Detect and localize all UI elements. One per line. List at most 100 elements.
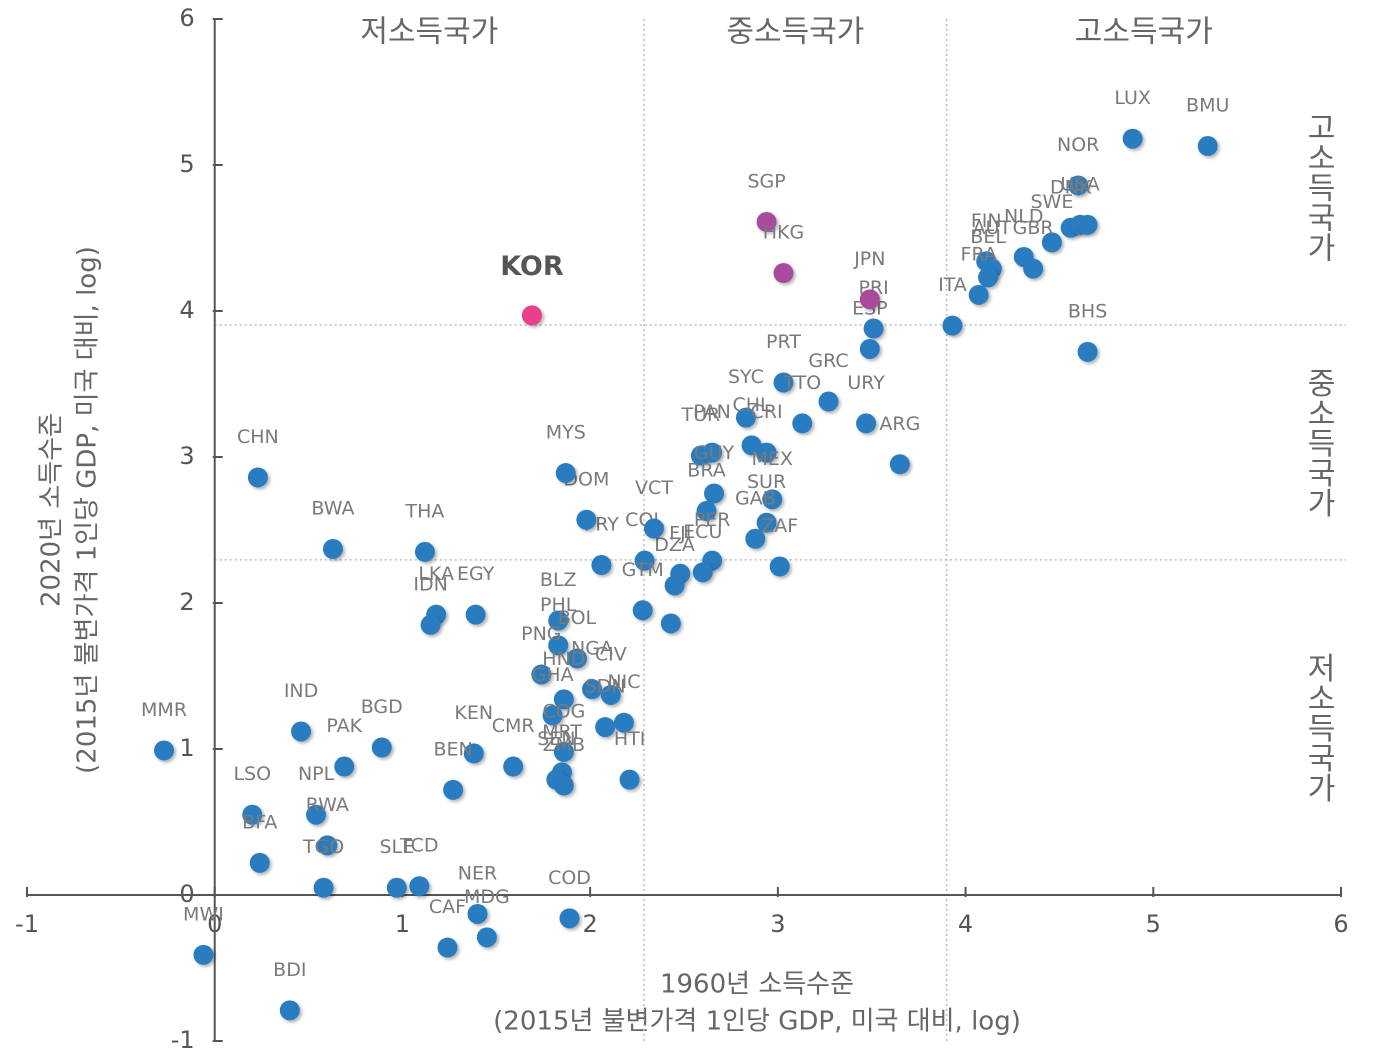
point-label: BEL xyxy=(970,226,1006,248)
point xyxy=(745,528,766,549)
point-label: SWE xyxy=(1030,191,1073,213)
point-label: CHL xyxy=(733,394,772,416)
point-label: PNG xyxy=(521,623,561,645)
point xyxy=(371,737,392,758)
point-label: MYS xyxy=(546,422,586,444)
point xyxy=(443,779,464,800)
point xyxy=(582,679,603,700)
point xyxy=(859,289,880,310)
point-label: GRC xyxy=(808,350,848,372)
point-label: AUT xyxy=(973,217,1012,239)
point-label: THA xyxy=(405,500,445,522)
point xyxy=(1077,341,1098,362)
point xyxy=(1041,232,1062,253)
point-label: HTI xyxy=(614,728,646,750)
y-tick-label: 5 xyxy=(179,150,194,178)
point-label: DNK xyxy=(1050,176,1092,198)
zone-label: 고소득국가 xyxy=(1301,112,1336,262)
point-label: ARG xyxy=(879,413,920,435)
point-label: PRT xyxy=(766,331,801,353)
point xyxy=(773,263,794,284)
point-label: ECU xyxy=(683,521,722,543)
point xyxy=(322,538,343,559)
point xyxy=(193,944,214,965)
point-label: COD xyxy=(548,867,591,889)
x-tick-label: 2 xyxy=(583,910,598,938)
point-label: TTO xyxy=(782,372,821,394)
point xyxy=(664,575,685,596)
point xyxy=(531,664,552,685)
x-axis-title: 1960년 소득수준 xyxy=(660,970,854,1000)
point xyxy=(792,413,813,434)
point xyxy=(859,338,880,359)
point xyxy=(756,442,777,463)
point-label: KOR xyxy=(500,251,564,282)
point-label: TUR xyxy=(681,404,721,426)
point xyxy=(595,717,616,738)
point xyxy=(249,852,270,873)
point-label: ITA xyxy=(938,274,967,296)
point-label: MDG xyxy=(464,886,510,908)
point-label: NOR xyxy=(1057,134,1099,156)
point-label: RWA xyxy=(306,794,349,816)
point xyxy=(978,267,999,288)
point xyxy=(756,211,777,232)
point xyxy=(968,284,989,305)
y-tick-label: -1 xyxy=(171,1026,195,1053)
point xyxy=(334,756,355,777)
point-label: NPL xyxy=(298,763,335,785)
point-label: BFA xyxy=(242,811,277,833)
point-label: GUY xyxy=(694,442,735,464)
point xyxy=(818,391,839,412)
point xyxy=(1068,175,1089,196)
point xyxy=(555,463,576,484)
point-label: PAK xyxy=(326,715,362,737)
point-label: ZAF xyxy=(761,515,798,537)
point-label: GHA xyxy=(532,664,574,686)
point xyxy=(576,509,597,530)
point xyxy=(619,769,640,790)
point xyxy=(503,756,524,777)
zone-label: 저소득국가 xyxy=(360,15,498,50)
point-label: CHN xyxy=(237,426,279,448)
point xyxy=(660,613,681,634)
y-axis-title: 2020년 소득수준 xyxy=(37,413,67,607)
point xyxy=(696,501,717,522)
point xyxy=(242,804,263,825)
point-label: USA xyxy=(1060,173,1099,195)
y-tick-label: 4 xyxy=(179,296,194,324)
point-label: BRA xyxy=(687,460,725,482)
point-label: SLE xyxy=(379,836,414,858)
y-tick-label: 3 xyxy=(179,442,194,470)
point-label: BMU xyxy=(1186,95,1229,117)
point-label: TCD xyxy=(399,835,438,857)
point xyxy=(863,318,884,339)
point xyxy=(414,541,435,562)
x-tick-label: 0 xyxy=(207,910,222,938)
point xyxy=(409,876,430,897)
x-tick-label: 6 xyxy=(1333,910,1348,938)
point xyxy=(634,550,655,571)
point xyxy=(553,689,574,710)
point-label: CIV xyxy=(595,643,627,665)
point xyxy=(613,712,634,733)
point-label: JPN xyxy=(853,248,885,270)
point-label: NER xyxy=(458,862,497,884)
point xyxy=(704,483,725,504)
point xyxy=(591,555,612,576)
point-label: LSO xyxy=(233,763,271,785)
point xyxy=(291,721,312,742)
point-label: BEN xyxy=(433,738,472,760)
point xyxy=(632,600,653,621)
point-label: DZA xyxy=(654,534,695,556)
point-label: VCT xyxy=(635,477,673,499)
point-label: SYC xyxy=(728,366,764,388)
y-tick-label: 2 xyxy=(179,588,194,616)
point-label: HND xyxy=(542,648,585,670)
point-label: EGY xyxy=(457,563,495,585)
zone-label: 중소득국가 xyxy=(726,15,864,50)
point-label: KEN xyxy=(454,702,493,724)
point-label: SUR xyxy=(747,471,786,493)
point-label: GBR xyxy=(1013,217,1054,239)
point-label: TGO xyxy=(302,836,344,858)
